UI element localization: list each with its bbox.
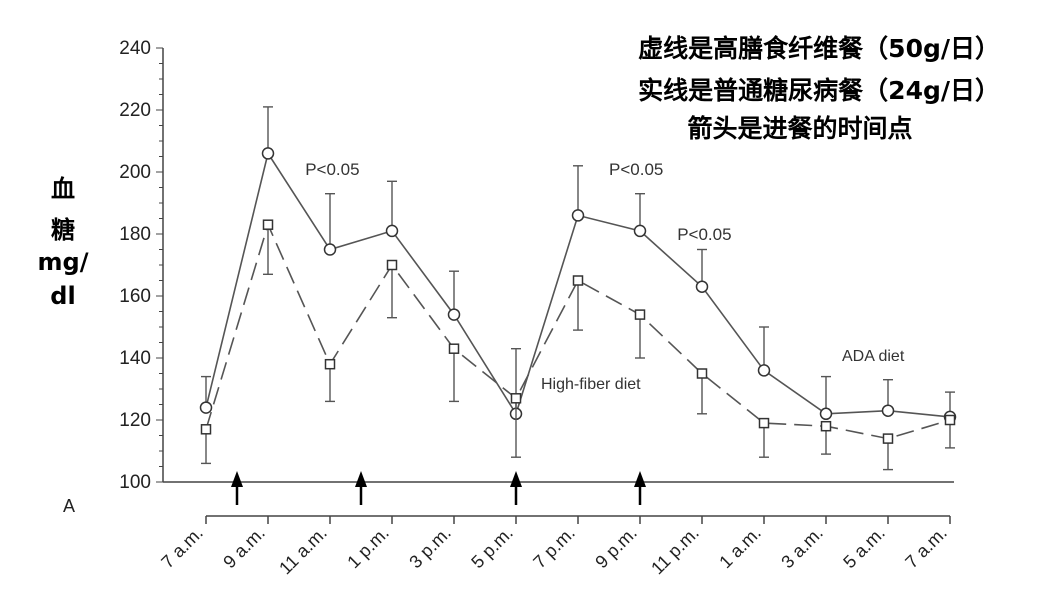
x-tick-label: 5 a.m. — [839, 523, 889, 573]
annotations: P<0.05 P<0.05 P<0.05 — [305, 160, 731, 244]
meal-arrows — [231, 471, 646, 505]
high-fiber-series-line — [205, 222, 951, 440]
high-fiber-point — [882, 433, 894, 444]
note-solid-line: 实线是普通糖尿病餐（24g/日） — [638, 76, 1000, 105]
high-fiber-point — [200, 424, 212, 435]
x-tick-label: 9 a.m. — [219, 523, 269, 573]
ada-point — [819, 407, 833, 421]
x-tick-label: 5 p.m. — [467, 523, 517, 573]
high-fiber-point — [944, 414, 956, 426]
x-tick-label: 3 p.m. — [405, 523, 455, 573]
ada-point — [633, 224, 647, 238]
high-fiber-point — [820, 420, 832, 432]
y-axis-label-line-4: dl — [50, 282, 75, 310]
x-tick-label: 1 a.m. — [715, 523, 765, 573]
p-value-annotation: P<0.05 — [677, 225, 731, 244]
high-fiber-point — [634, 309, 646, 320]
y-axis-label-line-2: 糖 — [51, 216, 75, 244]
ada-point — [881, 404, 895, 417]
ada-point — [323, 243, 337, 256]
high-fiber-point — [324, 358, 336, 370]
p-value-annotation: P<0.05 — [305, 160, 359, 179]
high-fiber-point — [696, 368, 708, 379]
ada-point — [695, 280, 709, 293]
x-tick-label: 3 a.m. — [777, 523, 827, 573]
high-fiber-point — [448, 343, 460, 354]
y-tick-label: 240 — [119, 38, 151, 59]
note-dashed-line: 虚线是高膳食纤维餐（50g/日） — [638, 34, 1000, 63]
meal-arrow-head — [355, 471, 367, 487]
y-axis-label-line-1: 血 — [51, 175, 75, 203]
y-tick-label: 200 — [119, 162, 151, 183]
x-tick-label: 7 p.m. — [529, 523, 579, 573]
y-tick-label: 180 — [119, 224, 151, 245]
x-tick-label: 11 p.m. — [647, 523, 703, 579]
series-label-high-fiber: High-fiber diet — [541, 376, 641, 393]
high-fiber-point — [262, 219, 274, 230]
high-fiber-point — [386, 259, 398, 271]
y-tick-label: 160 — [119, 286, 151, 307]
meal-arrow-head — [231, 471, 243, 487]
high-fiber-point — [758, 417, 770, 429]
note-arrows: 箭头是进餐的时间点 — [687, 114, 912, 143]
x-axis-ticks: 7 a.m. 9 a.m. 11 a.m. 1 p.m. 3 p.m. 5 p.m. 7 p… — [157, 516, 951, 578]
ada-point — [199, 401, 213, 414]
chinese-notes: 虚线是高膳食纤维餐（50g/日） 实线是普通糖尿病餐（24g/日） 箭头是进餐的… — [638, 34, 1000, 143]
ada-point — [571, 209, 585, 222]
p-value-annotation: P<0.05 — [609, 160, 663, 179]
x-tick-label: 7 a.m. — [901, 523, 951, 573]
x-tick-label: 7 a.m. — [157, 523, 207, 573]
ada-point — [261, 147, 275, 160]
panel-label: A — [63, 496, 75, 516]
ada-point — [757, 364, 771, 377]
y-tick-label: 220 — [119, 100, 151, 121]
x-tick-label: 11 a.m. — [275, 523, 331, 579]
ada-point — [447, 308, 461, 321]
y-tick-label: 100 — [119, 472, 151, 493]
y-axis-label-line-3: mg/ — [38, 248, 89, 276]
series-label-ada: ADA diet — [842, 348, 905, 365]
high-fiber-point — [510, 393, 522, 404]
meal-arrow-head — [510, 471, 522, 487]
y-tick-label: 120 — [119, 410, 151, 431]
y-axis-label: 血 糖 mg/ dl — [38, 175, 89, 310]
meal-arrow-head — [634, 471, 646, 487]
y-axis-ticks: 100 120 140 160 180 200 220 240 — [119, 38, 163, 493]
ada-point — [385, 224, 399, 238]
x-tick-label: 9 p.m. — [591, 523, 641, 573]
x-tick-label: 1 p.m. — [343, 523, 393, 573]
high-fiber-point — [572, 275, 584, 286]
series-layer — [199, 106, 957, 471]
y-tick-label: 140 — [119, 348, 151, 369]
